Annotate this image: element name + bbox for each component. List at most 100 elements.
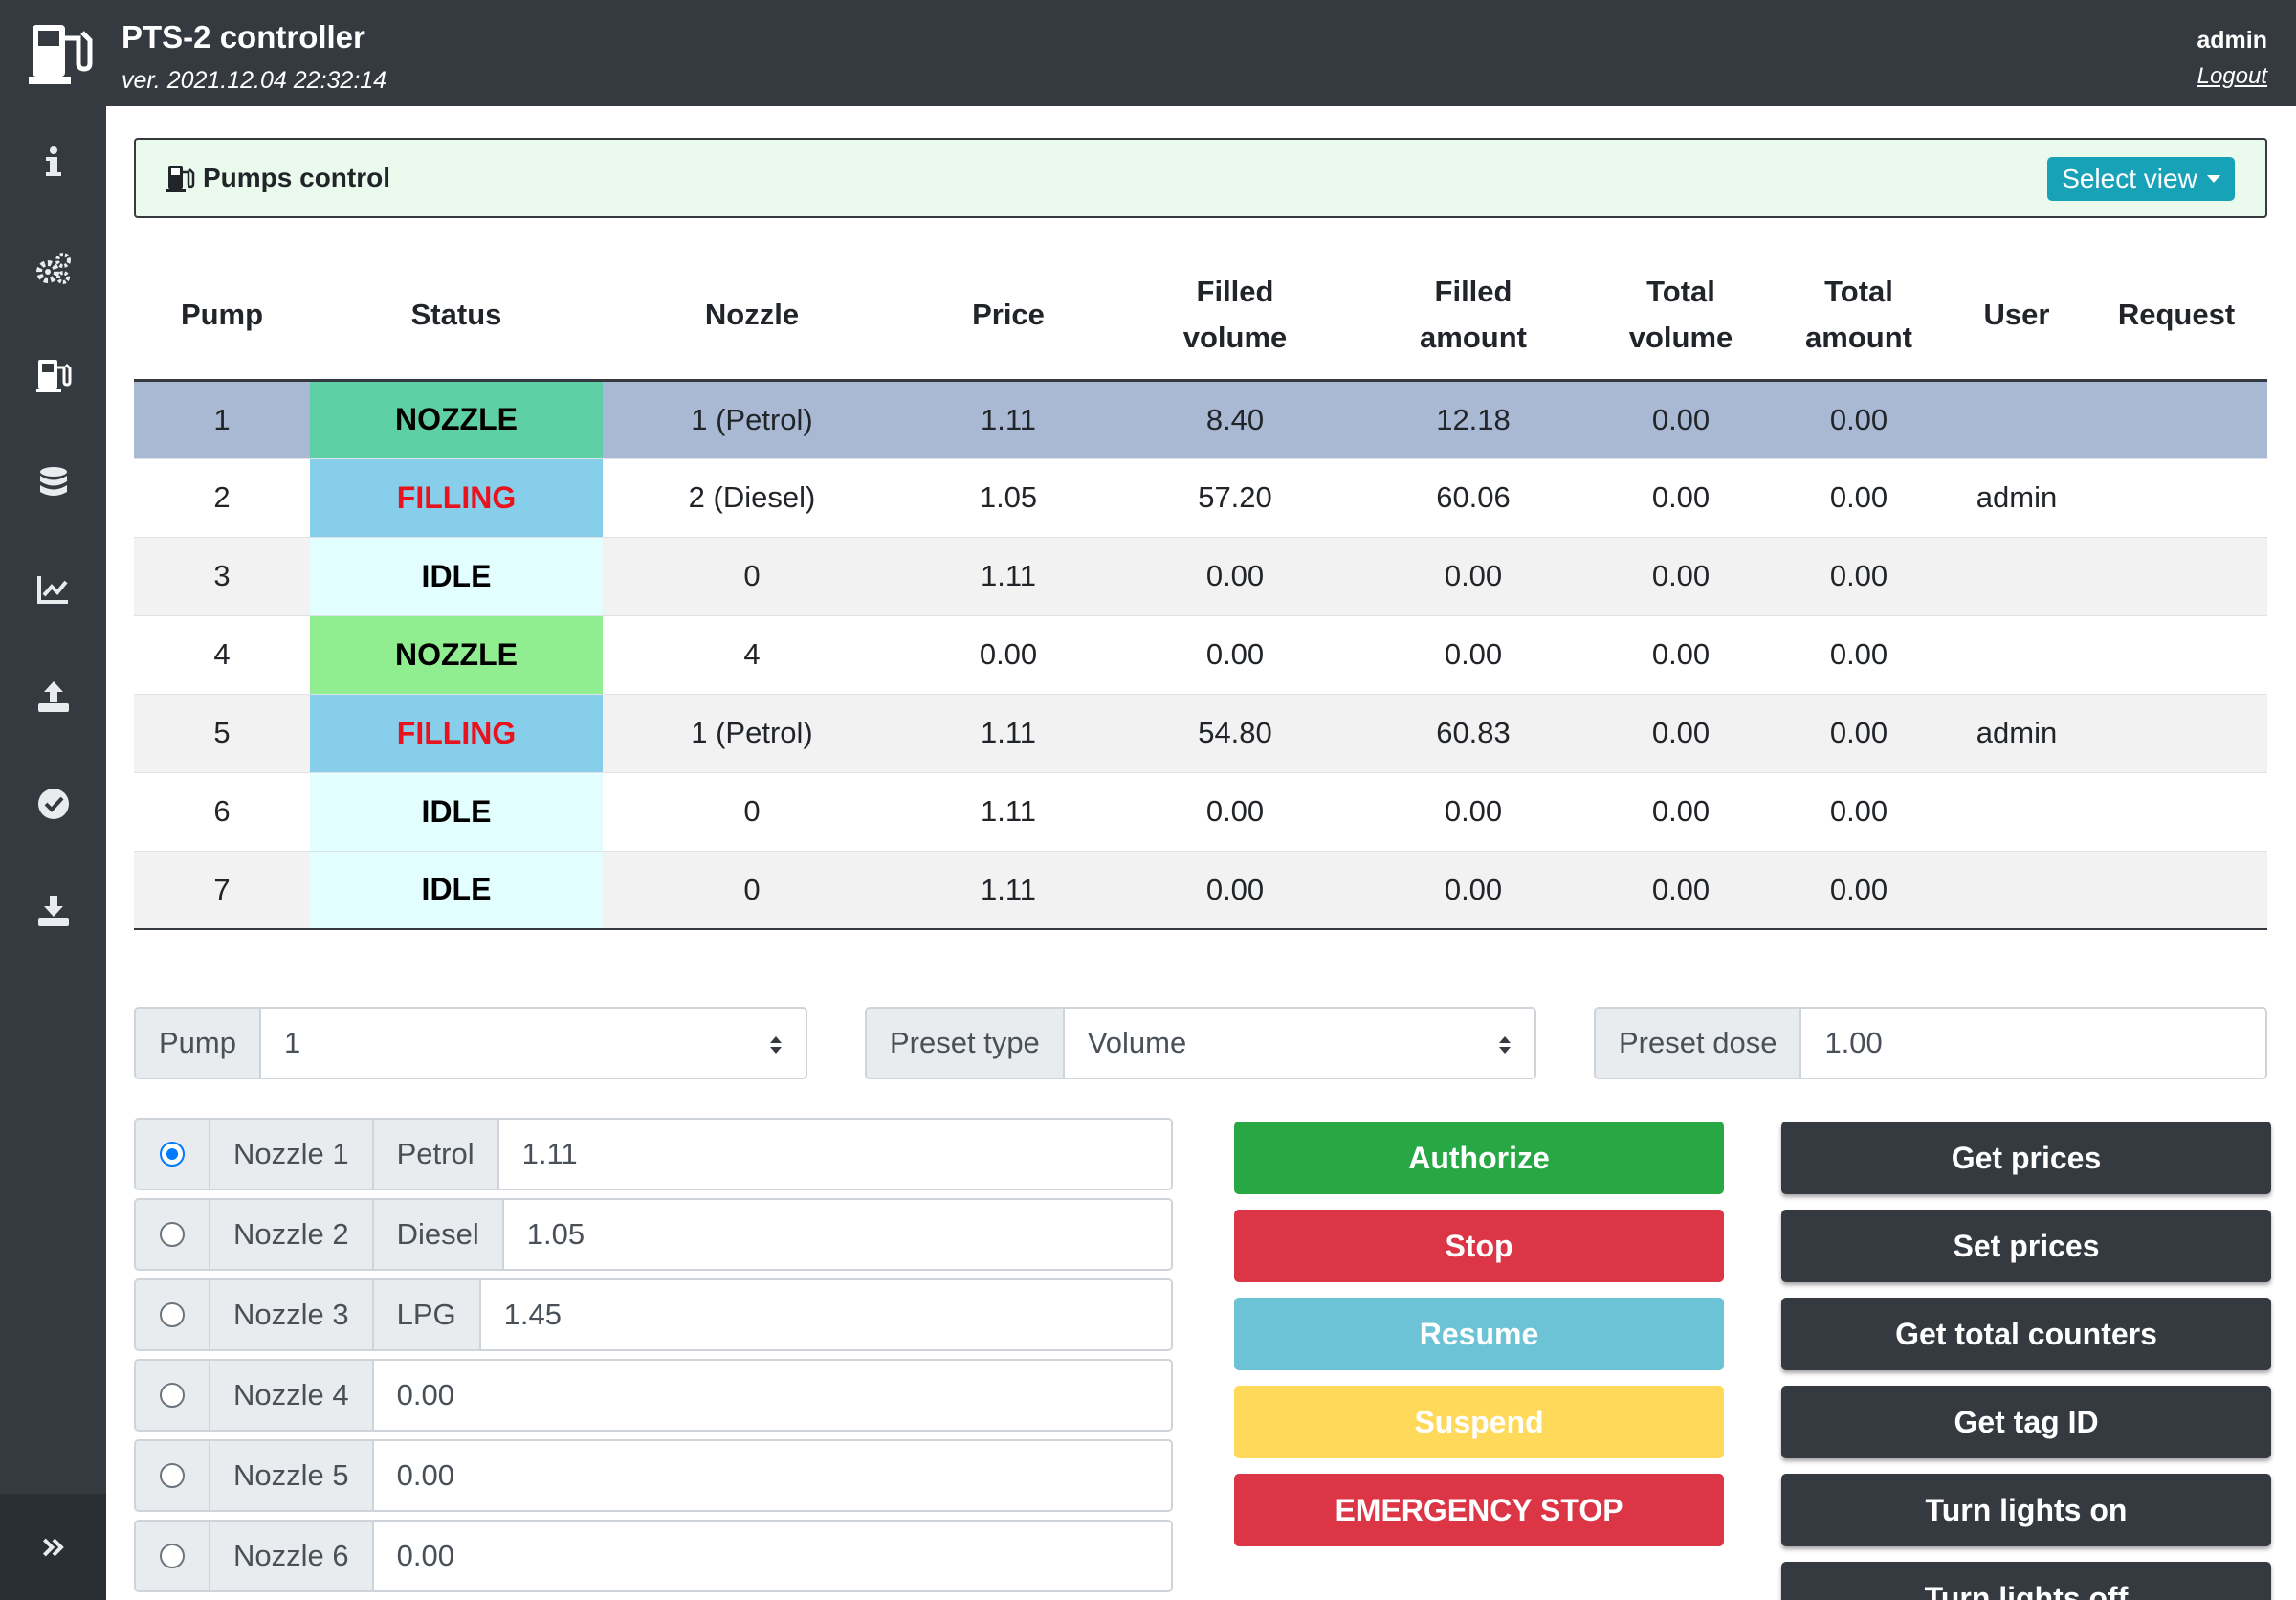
logout-link[interactable]: Logout xyxy=(2197,63,2267,89)
nozzle-price-input[interactable]: 1.11 xyxy=(498,1120,1171,1189)
set-prices-button[interactable]: Set prices xyxy=(1781,1210,2271,1282)
app-title: PTS-2 controller xyxy=(121,19,365,55)
table-row[interactable]: 5 FILLING 1 (Petrol) 1.11 54.80 60.83 0.… xyxy=(134,694,2267,773)
sidebar-item-check[interactable] xyxy=(0,770,106,837)
nozzle-price-input[interactable]: 1.45 xyxy=(480,1280,1171,1349)
app-version: ver. 2021.12.04 22:32:14 xyxy=(121,67,387,94)
nozzle-4-radio[interactable] xyxy=(160,1383,185,1408)
top-header: PTS-2 controller ver. 2021.12.04 22:32:1… xyxy=(0,0,2296,106)
cell-price: 1.11 xyxy=(901,380,1115,459)
preset-type-select[interactable]: Volume xyxy=(1064,1009,1534,1078)
get-tag-id-button[interactable]: Get tag ID xyxy=(1781,1386,2271,1458)
stop-button[interactable]: Stop xyxy=(1234,1210,1724,1282)
nozzle-row-6: Nozzle 6 0.00 xyxy=(134,1520,1173,1592)
select-arrows-icon xyxy=(1499,1036,1511,1054)
chevrons-right-icon xyxy=(42,1538,64,1556)
nozzle-6-radio[interactable] xyxy=(160,1544,185,1568)
cell-total-amount: 0.00 xyxy=(1770,615,1948,695)
pump-select-value: 1 xyxy=(283,1026,301,1059)
nozzle-label: Nozzle 2 xyxy=(210,1200,374,1269)
resume-button[interactable]: Resume xyxy=(1234,1298,1724,1370)
col-total-amount[interactable]: Total amount xyxy=(1770,251,1948,382)
select-arrows-icon xyxy=(770,1036,782,1054)
col-total-volume[interactable]: Total volume xyxy=(1592,251,1770,382)
sidebar-item-settings[interactable] xyxy=(0,234,106,301)
cell-pump: 5 xyxy=(134,694,310,773)
nozzle-price-input[interactable]: 1.05 xyxy=(503,1200,1171,1269)
nozzle-radio-cell[interactable] xyxy=(136,1280,210,1349)
table-row[interactable]: 4 NOZZLE 4 0.00 0.00 0.00 0.00 0.00 xyxy=(134,615,2267,695)
header-line: Total xyxy=(1646,274,1715,308)
table-row[interactable]: 6 IDLE 0 1.11 0.00 0.00 0.00 0.00 xyxy=(134,772,2267,852)
authorize-button[interactable]: Authorize xyxy=(1234,1122,1724,1194)
nozzle-3-radio[interactable] xyxy=(160,1302,185,1327)
col-nozzle[interactable]: Nozzle xyxy=(603,251,901,382)
cell-total-volume: 0.00 xyxy=(1592,772,1770,852)
nozzle-price-input[interactable]: 0.00 xyxy=(373,1522,1171,1590)
preset-dose-group: Preset dose 1.00 xyxy=(1594,1007,2267,1079)
pump-select[interactable]: 1 xyxy=(260,1009,806,1078)
col-status[interactable]: Status xyxy=(310,251,603,382)
cell-filled-amount: 12.18 xyxy=(1355,380,1592,459)
table-row[interactable]: 7 IDLE 0 1.11 0.00 0.00 0.00 0.00 xyxy=(134,851,2267,930)
cell-pump: 7 xyxy=(134,851,310,930)
cell-user xyxy=(1948,851,2086,930)
col-user[interactable]: User xyxy=(1948,251,2086,382)
nozzle-radio-cell[interactable] xyxy=(136,1120,210,1189)
cell-pump: 2 xyxy=(134,458,310,538)
sidebar-item-pumps[interactable] xyxy=(0,342,106,409)
col-filled-amount[interactable]: Filled amount xyxy=(1355,251,1592,382)
col-filled-volume[interactable]: Filled volume xyxy=(1115,251,1355,382)
turn-lights-off-button[interactable]: Turn lights off xyxy=(1781,1562,2271,1600)
suspend-button[interactable]: Suspend xyxy=(1234,1386,1724,1458)
status-badge: FILLING xyxy=(310,694,603,773)
cell-filled-volume: 57.20 xyxy=(1115,458,1355,538)
cell-filled-amount: 60.06 xyxy=(1355,458,1592,538)
turn-lights-on-button[interactable]: Turn lights on xyxy=(1781,1474,2271,1546)
status-badge: IDLE xyxy=(310,537,603,616)
cell-total-amount: 0.00 xyxy=(1770,772,1948,852)
nozzle-price-input[interactable]: 0.00 xyxy=(373,1441,1171,1510)
table-row[interactable]: 2 FILLING 2 (Diesel) 1.05 57.20 60.06 0.… xyxy=(134,458,2267,538)
preset-dose-input[interactable]: 1.00 xyxy=(1801,1009,2265,1078)
sidebar-item-database[interactable] xyxy=(0,449,106,516)
nozzle-2-radio[interactable] xyxy=(160,1222,185,1247)
nozzle-price-input[interactable]: 0.00 xyxy=(373,1361,1171,1430)
table-row[interactable]: 3 IDLE 0 1.11 0.00 0.00 0.00 0.00 xyxy=(134,537,2267,616)
col-price[interactable]: Price xyxy=(901,251,1115,382)
nozzle-label: Nozzle 3 xyxy=(210,1280,374,1349)
cell-price: 1.11 xyxy=(901,851,1115,930)
nozzle-5-radio[interactable] xyxy=(160,1463,185,1488)
nozzle-1-radio[interactable] xyxy=(160,1142,185,1167)
emergency-stop-button[interactable]: EMERGENCY STOP xyxy=(1234,1474,1724,1546)
header-line: Filled xyxy=(1196,274,1274,308)
panel-title: Pumps control xyxy=(203,163,391,192)
sidebar-item-upload[interactable] xyxy=(0,663,106,730)
sidebar-item-info[interactable] xyxy=(0,128,106,195)
select-view-button[interactable]: Select view xyxy=(2047,157,2235,201)
sidebar-toggle-button[interactable] xyxy=(0,1494,106,1600)
nozzle-radio-cell[interactable] xyxy=(136,1200,210,1269)
table-row[interactable]: 1 NOZZLE 1 (Petrol) 1.11 8.40 12.18 0.00… xyxy=(134,380,2267,459)
nozzle-fuel: LPG xyxy=(373,1280,481,1349)
cell-filled-amount: 0.00 xyxy=(1355,615,1592,695)
get-total-counters-button[interactable]: Get total counters xyxy=(1781,1298,2271,1370)
cell-user xyxy=(1948,380,2086,459)
get-prices-button[interactable]: Get prices xyxy=(1781,1122,2271,1194)
nozzle-radio-cell[interactable] xyxy=(136,1361,210,1430)
cell-request xyxy=(2086,458,2267,538)
col-pump[interactable]: Pump xyxy=(134,251,310,382)
nozzle-radio-cell[interactable] xyxy=(136,1441,210,1510)
sidebar-item-charts[interactable] xyxy=(0,556,106,623)
chart-icon xyxy=(36,576,68,604)
current-user: admin xyxy=(2197,27,2267,54)
cell-user xyxy=(1948,772,2086,852)
col-request[interactable]: Request xyxy=(2086,251,2267,382)
nozzle-row-5: Nozzle 5 0.00 xyxy=(134,1439,1173,1512)
sidebar-item-download[interactable] xyxy=(0,878,106,944)
nozzle-radio-cell[interactable] xyxy=(136,1522,210,1590)
nozzle-fuel: Diesel xyxy=(373,1200,504,1269)
cell-request xyxy=(2086,694,2267,773)
cell-total-volume: 0.00 xyxy=(1592,537,1770,616)
sidebar xyxy=(0,106,106,1600)
